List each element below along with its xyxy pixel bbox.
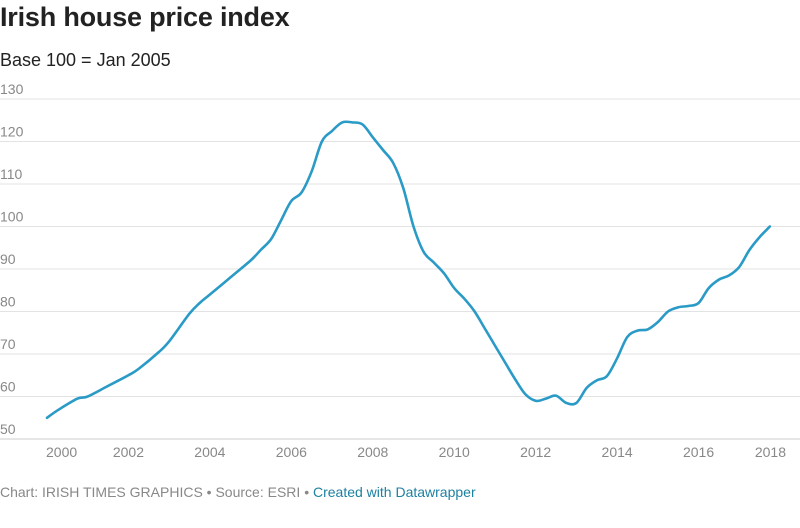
y-tick-label: 120 xyxy=(0,124,24,140)
chart-title: Irish house price index xyxy=(0,2,290,32)
x-tick-label: 2016 xyxy=(683,444,714,460)
y-tick-label: 130 xyxy=(0,81,24,97)
footer: Chart: IRISH TIMES GRAPHICS • Source: ES… xyxy=(0,484,476,500)
y-tick-label: 80 xyxy=(0,294,16,310)
datawrapper-link[interactable]: Created with Datawrapper xyxy=(312,484,476,500)
chart-subtitle: Base 100 = Jan 2005 xyxy=(0,50,171,70)
y-tick-label: 70 xyxy=(0,336,16,352)
x-tick-label: 2010 xyxy=(439,444,470,460)
grid-lines xyxy=(0,98,800,440)
x-tick-label: 2018 xyxy=(755,444,786,460)
footer-separator-2: • xyxy=(304,484,310,500)
x-tick-label: 2012 xyxy=(520,444,551,460)
chart-credit: Chart: IRISH TIMES GRAPHICS xyxy=(0,484,203,500)
x-tick-label: 2004 xyxy=(194,444,225,460)
y-tick-label: 90 xyxy=(0,251,16,267)
x-axis: 2000 2002 2004 2006 2008 2010 2012 2014 2016 2018 xyxy=(46,444,786,460)
x-tick-label: 2000 xyxy=(46,444,77,460)
y-axis: 50 60 70 80 90 100 110 120 130 xyxy=(0,81,24,437)
x-tick-label: 2006 xyxy=(276,444,307,460)
x-tick-label: 2002 xyxy=(113,444,144,460)
footer-separator: • xyxy=(206,484,212,500)
y-tick-label: 60 xyxy=(0,379,16,395)
series-line xyxy=(45,120,772,420)
x-tick-label: 2008 xyxy=(357,444,388,460)
y-tick-label: 110 xyxy=(0,166,23,182)
y-tick-label: 100 xyxy=(0,209,24,225)
x-tick-label: 2014 xyxy=(602,444,633,460)
series-group xyxy=(45,120,772,420)
source-text: Source: ESRI xyxy=(215,484,301,500)
y-tick-label: 50 xyxy=(0,421,16,437)
